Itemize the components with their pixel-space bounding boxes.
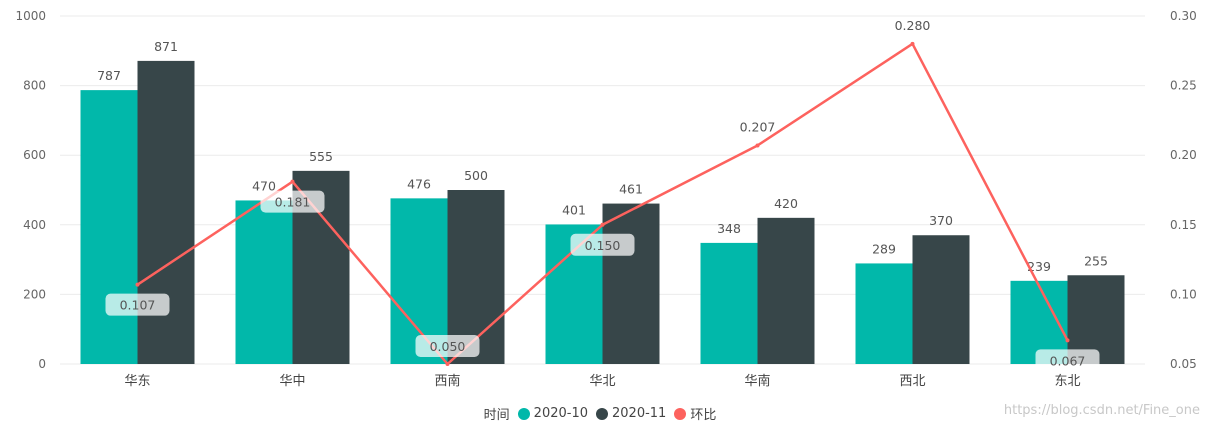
line-point-huanbi <box>445 362 450 366</box>
line-point-huanbi <box>755 143 760 148</box>
line-value-label: 0.280 <box>895 18 931 33</box>
line-value-label: 0.107 <box>120 298 156 313</box>
category-label: 华中 <box>279 374 305 389</box>
bar-value-label: 470 <box>252 178 276 193</box>
bar-2020-11-华北 <box>602 203 660 364</box>
bar-value-label: 348 <box>717 221 741 236</box>
combo-chart: 0 200 400 600 800 1000 0.05 0.10 0.15 0.20 0.25 0.3… <box>15 9 1197 389</box>
y2-tick-label: 0.10 <box>1170 287 1197 301</box>
category-label: 华东 <box>124 374 150 389</box>
y-tick-label: 800 <box>23 79 46 93</box>
line-value-label-box <box>105 293 170 316</box>
line-point-huanbi <box>290 179 295 184</box>
bar-2020-10-西北 <box>855 263 913 364</box>
y2-tick-label: 0.30 <box>1170 9 1197 23</box>
y-tick-label: 600 <box>23 148 46 162</box>
bar-2020-11-华南 <box>757 217 815 364</box>
legend: 时间 2020-10 2020-11 环比 <box>0 404 1208 423</box>
y2-tick-label: 0.15 <box>1170 218 1197 232</box>
legend-item-huanbi[interactable]: 环比 <box>674 404 716 423</box>
watermark-text: https://blog.csdn.net/Fine_one <box>1003 403 1200 418</box>
y2-tick-label: 0.25 <box>1170 79 1197 93</box>
bar-value-label: 461 <box>619 182 643 197</box>
legend-item-2020-11[interactable]: 2020-11 <box>596 406 666 421</box>
legend-swatch-huanbi <box>674 407 687 420</box>
y-tick-label: 400 <box>23 218 46 232</box>
bar-value-label: 476 <box>407 176 431 191</box>
bar-2020-10-华东 <box>80 90 138 365</box>
line-value-label-box <box>1035 349 1100 372</box>
y-tick-label: 0 <box>38 357 46 371</box>
bar-value-label: 370 <box>929 213 953 228</box>
bar-value-label: 401 <box>562 202 586 217</box>
line-point-huanbi <box>1065 338 1070 343</box>
bar-value-label: 420 <box>774 196 798 211</box>
bar-value-label: 500 <box>464 168 488 183</box>
line-point-huanbi <box>910 41 915 46</box>
line-value-label: 0.207 <box>740 119 776 134</box>
y2-tick-label: 0.05 <box>1170 357 1197 371</box>
bar-value-label: 289 <box>872 241 896 256</box>
line-value-label: 0.067 <box>1050 353 1086 368</box>
y-tick-label: 1000 <box>15 9 46 23</box>
y2-tick-label: 0.20 <box>1170 148 1197 162</box>
legend-title: 时间 <box>483 408 510 423</box>
category-label: 西北 <box>899 374 925 389</box>
category-label: 华北 <box>589 374 615 389</box>
bar-2020-10-华南 <box>700 242 758 364</box>
line-value-label-box <box>415 335 480 357</box>
category-label: 西南 <box>434 373 460 389</box>
line-value-label: 0.150 <box>585 238 621 253</box>
line-point-huanbi <box>135 282 140 287</box>
legend-swatch-2020-10 <box>517 407 530 420</box>
bar-value-label: 255 <box>1084 253 1108 268</box>
bar-2020-11-华东 <box>137 60 195 364</box>
category-label: 东北 <box>1054 374 1080 389</box>
bar-value-label: 787 <box>97 68 121 83</box>
line-value-label-box <box>570 233 635 256</box>
legend-label-huanbi: 环比 <box>690 408 717 423</box>
bar-value-label: 555 <box>309 149 333 164</box>
y-tick-label: 200 <box>23 287 46 301</box>
bar-2020-11-东北 <box>1067 275 1125 364</box>
legend-item-2020-10[interactable]: 2020-10 <box>517 406 588 421</box>
legend-label-2020-11: 2020-11 <box>612 406 667 421</box>
legend-swatch-2020-11 <box>596 407 608 420</box>
line-point-huanbi <box>600 222 605 227</box>
bar-value-label: 871 <box>154 39 178 54</box>
legend-label-2020-10: 2020-10 <box>533 406 588 421</box>
bar-2020-11-西北 <box>912 235 970 364</box>
category-label: 华南 <box>744 373 770 389</box>
bar-value-label: 239 <box>1027 259 1051 274</box>
line-value-label: 0.050 <box>430 339 466 354</box>
bar-2020-10-华中 <box>235 200 293 364</box>
line-value-label-box <box>260 190 325 213</box>
line-value-label: 0.181 <box>275 195 311 210</box>
